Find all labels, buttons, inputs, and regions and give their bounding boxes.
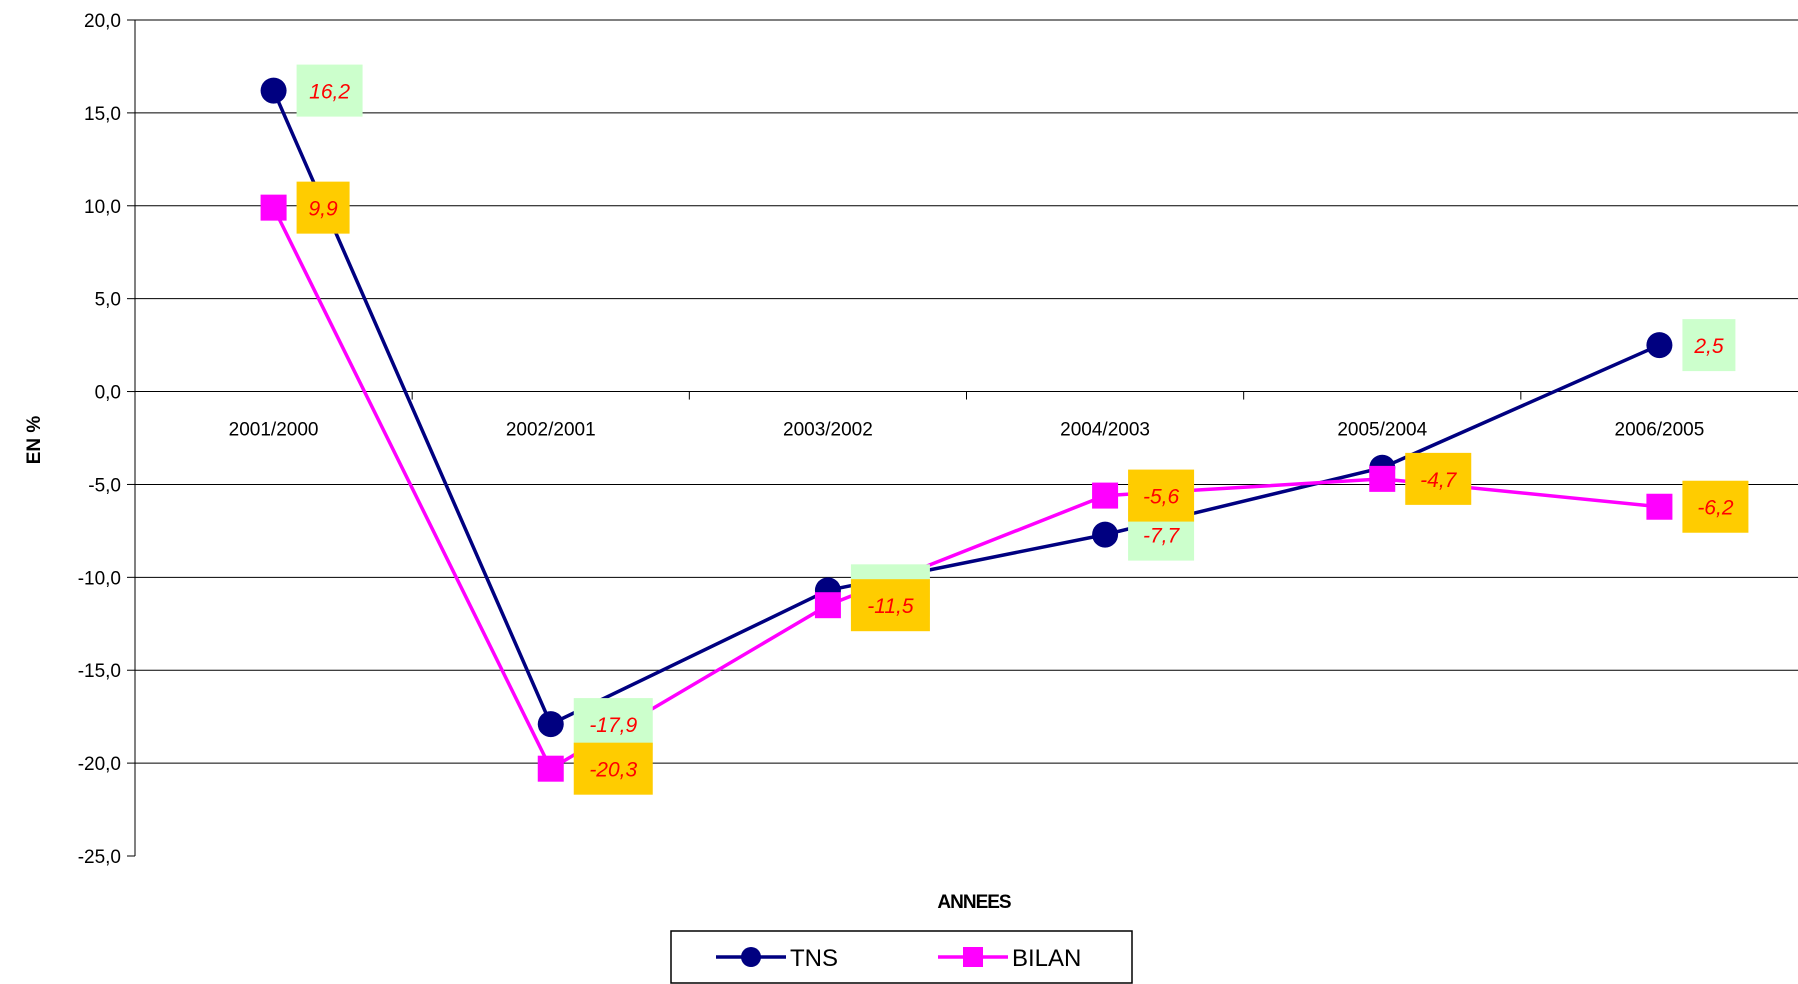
y-tick-label: 15,0	[84, 104, 121, 125]
axes	[127, 19, 1522, 857]
x-tick-label: 2002/2001	[506, 420, 596, 441]
y-tick-label: -5,0	[88, 475, 121, 496]
data-label: 9,9	[308, 198, 338, 221]
series-line-tns	[271, 89, 1661, 727]
data-label-bg	[1128, 469, 1195, 522]
data-label-bg	[850, 579, 930, 632]
tns-point	[260, 77, 287, 104]
data-label: -20,3	[589, 759, 637, 782]
data-label: -6,2	[1697, 497, 1734, 520]
bilan-point	[260, 194, 287, 221]
x-tick-label: 2001/2000	[229, 420, 319, 441]
x-tick-labels: 2001/2000 2002/2001 2003/2002 2004/2003 2005…	[229, 420, 1705, 441]
data-label: -7,7	[1143, 525, 1181, 548]
data-labels: 16,2-17,9-10,7-7,72,59,9-20,3-11,5-5,6-4…	[296, 64, 1749, 795]
x-axis-title: ANNEES	[937, 892, 1011, 913]
y-tick-label: 20,0	[84, 11, 121, 32]
data-label: -5,6	[1143, 486, 1180, 509]
y-tick-label: -10,0	[78, 568, 121, 589]
series-markers	[260, 77, 1673, 782]
y-tick-label: 0,0	[95, 383, 121, 404]
data-label: 2,5	[1693, 335, 1724, 358]
y-tick-label: 10,0	[84, 197, 121, 218]
legend: TNS BILAN	[670, 930, 1133, 984]
bilan-point	[537, 755, 564, 782]
bilan-point	[1646, 493, 1673, 520]
legend-label: BILAN	[1012, 945, 1081, 972]
bilan-point	[1369, 465, 1396, 492]
bilan-point	[814, 592, 841, 619]
data-label-bg	[573, 742, 653, 795]
x-tick-label: 2006/2005	[1615, 420, 1705, 441]
data-label: 16,2	[309, 81, 350, 104]
legend-label: TNS	[790, 945, 838, 972]
y-tick-label: -15,0	[78, 661, 121, 682]
tns-point	[1092, 521, 1119, 548]
data-label: -11,5	[867, 595, 914, 618]
y-tick-label: 5,0	[95, 290, 121, 311]
data-label: -17,9	[589, 714, 637, 737]
x-tick-label: 2003/2002	[783, 420, 873, 441]
data-label-bg	[573, 698, 653, 751]
bilan-point	[1092, 482, 1119, 509]
y-tick-label: -25,0	[78, 847, 121, 868]
x-tick-label: 2004/2003	[1060, 420, 1150, 441]
legend-marker-tns	[741, 947, 761, 967]
tns-point	[537, 711, 564, 738]
data-label-bg	[296, 181, 350, 234]
y-tick-labels: 20,0 15,0 10,0 5,0 0,0 -5,0 -10,0 -15,0 -20,0 -25…	[78, 11, 121, 868]
data-label-bg	[296, 64, 363, 117]
series-lines	[271, 89, 1661, 772]
data-label-bg	[1682, 480, 1749, 533]
data-label: -4,7	[1420, 469, 1458, 492]
data-label-bg	[1682, 319, 1736, 372]
legend-marker-bilan	[963, 947, 983, 967]
x-tick-label: 2005/2004	[1337, 420, 1427, 441]
y-axis-title: EN %	[24, 416, 45, 465]
tns-point	[1646, 332, 1673, 359]
y-tick-label: -20,0	[78, 754, 121, 775]
data-label-bg	[1405, 452, 1472, 505]
